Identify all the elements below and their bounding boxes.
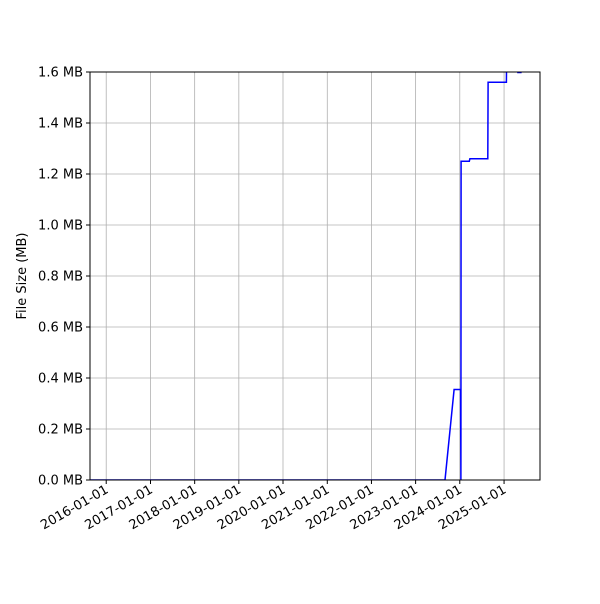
file-size-line — [90, 72, 522, 480]
y-tick-label: 1.6 MB — [38, 66, 83, 81]
y-tick-label: 0.8 MB — [38, 270, 83, 285]
y-tick-label: 0.4 MB — [38, 372, 83, 387]
y-tick-label: 0.0 MB — [38, 474, 83, 489]
y-axis-label: File Size (MB) — [15, 233, 30, 320]
y-tick-label: 0.2 MB — [38, 423, 83, 438]
y-tick-label: 0.6 MB — [38, 321, 83, 336]
series-layer — [90, 72, 522, 480]
y-axis: 0.0 MB 0.2 MB 0.4 MB 0.6 MB 0.8 MB 1.0 MB 1.2 … — [38, 66, 90, 489]
grid — [90, 71, 540, 481]
y-tick-label: 1.0 MB — [38, 219, 83, 234]
y-tick-label: 1.2 MB — [38, 168, 83, 183]
x-axis: 2016-01-012017-01-012018-01-012019-01-01… — [38, 480, 509, 533]
y-tick-label: 1.4 MB — [38, 117, 83, 132]
